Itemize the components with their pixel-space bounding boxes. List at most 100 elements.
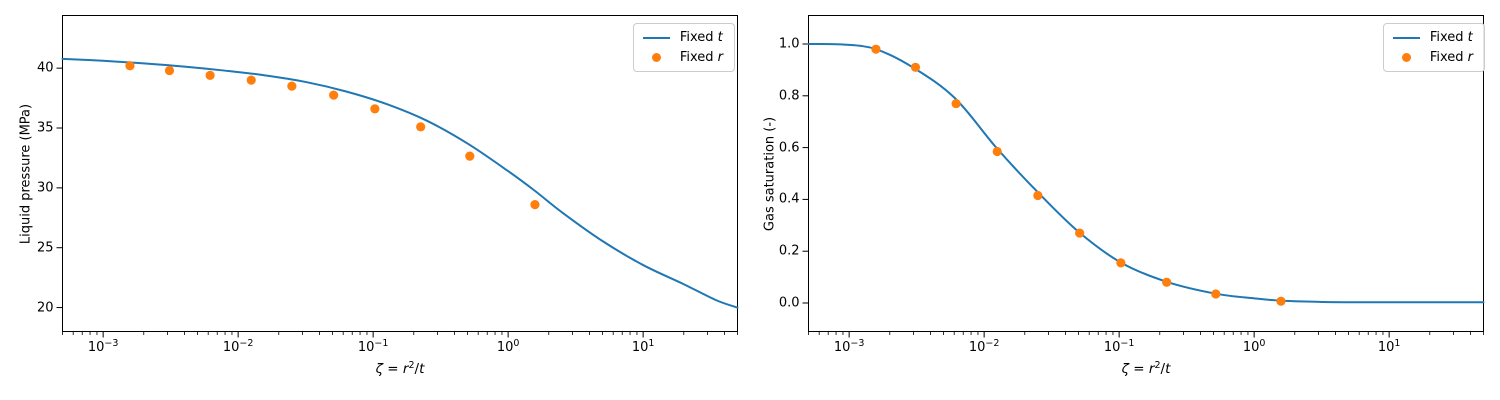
x-axis-label-part-rvar: r xyxy=(402,360,409,377)
x-axis-label-part-tvar: t xyxy=(419,360,425,377)
y-tick-label: 30 xyxy=(36,180,54,196)
x-tick-exponent: −1 xyxy=(1120,337,1135,349)
x-tick-exponent: −2 xyxy=(239,337,254,349)
x-tick-base: 10 xyxy=(631,339,649,355)
x-tick-label: 100 xyxy=(496,337,520,355)
x-tick-label: 10−3 xyxy=(833,337,865,355)
x-tick-label: 10−2 xyxy=(968,337,1000,355)
x-tick-base: 10 xyxy=(357,339,375,355)
y-tick-label: 35 xyxy=(36,120,54,136)
x-tick-label: 10−2 xyxy=(222,337,254,355)
scatter-point-fixed-r xyxy=(370,104,380,114)
scatter-point-fixed-r xyxy=(125,61,135,71)
legend-label: Fixed r xyxy=(680,51,723,64)
legend-entry-fixed-r: Fixed r xyxy=(1393,51,1473,64)
x-axis-label-part-eq: = xyxy=(1128,360,1149,377)
x-axis-label-part-zeta: ζ xyxy=(1121,360,1129,377)
x-tick-label: 10−3 xyxy=(87,337,119,355)
axes-frame xyxy=(808,15,1484,332)
y-axis-label: Gas saturation (-) xyxy=(762,116,778,231)
x-axis-label-part-rvar: r xyxy=(1148,360,1155,377)
legend-label-prefix: Fixed xyxy=(1429,50,1468,65)
y-axis-label: Liquid pressure (MPa) xyxy=(18,103,34,244)
scatter-point-fixed-r xyxy=(910,62,921,72)
plot-canvas xyxy=(802,15,1485,338)
legend-line-swatch xyxy=(642,36,670,39)
x-axis-label-part-slash: / xyxy=(414,360,420,377)
y-tick-label: 20 xyxy=(36,300,54,316)
scatter-point-fixed-r xyxy=(329,90,339,100)
legend-label-var: t xyxy=(1467,30,1473,45)
x-tick-exponent: −2 xyxy=(985,337,1000,349)
legend-line-swatch xyxy=(1392,36,1420,39)
x-tick-label: 10−1 xyxy=(1103,337,1135,355)
scatter-point-fixed-r xyxy=(246,75,256,85)
legend: Fixed t Fixed r xyxy=(632,23,735,72)
x-tick-base: 10 xyxy=(496,339,514,355)
x-tick-label: 101 xyxy=(1378,337,1401,353)
x-tick-exponent: 0 xyxy=(513,337,520,349)
y-tick-label: 25 xyxy=(36,240,54,256)
x-axis-label-part-tvar: t xyxy=(1165,360,1171,377)
x-axis-label-part-zeta: ζ xyxy=(375,360,383,377)
x-tick-exponent: 1 xyxy=(1394,337,1401,349)
plot-canvas xyxy=(56,15,739,338)
x-tick-base: 10 xyxy=(1103,339,1121,355)
x-tick-base: 10 xyxy=(968,339,986,355)
legend-label-var: t xyxy=(717,30,723,45)
legend-entry-fixed-t: Fixed t xyxy=(642,31,723,44)
legend-label-var: r xyxy=(717,50,723,65)
x-tick-exponent: −3 xyxy=(104,337,119,349)
x-tick-base: 10 xyxy=(833,339,851,355)
x-tick-base: 10 xyxy=(87,339,105,355)
panel-gas-saturation: 10−3 10−2 10−1 100 101 0.0 0.2 0.4 0.6 0.8 1.0 Gas … xyxy=(750,0,1500,400)
legend-label-prefix: Fixed xyxy=(679,50,718,65)
scatter-point-fixed-r xyxy=(1033,190,1043,201)
x-axis-label: ζ = r2/t xyxy=(1121,359,1171,377)
x-axis-label-part-rexp: 2 xyxy=(408,359,415,371)
x-tick-exponent: −1 xyxy=(374,337,389,349)
x-tick-label: 101 xyxy=(631,337,655,355)
y-tick-label: 0.4 xyxy=(778,191,800,207)
scatter-point-fixed-r xyxy=(416,122,426,132)
y-tick-label: 0.6 xyxy=(778,140,800,156)
x-tick-exponent: 0 xyxy=(1259,337,1266,349)
legend-dot-swatch xyxy=(1393,53,1420,62)
y-tick-label: 40 xyxy=(36,60,54,76)
x-axis-label-part-eq: = xyxy=(382,360,403,377)
x-tick-label: 100 xyxy=(1242,337,1266,355)
scatter-point-fixed-r xyxy=(205,70,215,80)
legend-label: Fixed r xyxy=(1430,51,1473,64)
scatter-point-fixed-r xyxy=(1116,258,1126,268)
legend-label: Fixed t xyxy=(1430,31,1473,44)
x-tick-base: 10 xyxy=(1242,339,1260,355)
scatter-point-fixed-r xyxy=(1162,277,1172,287)
scatter-point-fixed-r xyxy=(465,151,475,161)
scatter-point-fixed-r xyxy=(164,65,175,76)
scatter-point-fixed-r xyxy=(530,200,540,210)
y-tick-label: 0.2 xyxy=(778,243,800,259)
dot-marker-icon xyxy=(1401,53,1411,62)
legend-label: Fixed t xyxy=(680,31,723,44)
y-tick-label: 0.8 xyxy=(778,88,800,104)
x-tick-base: 10 xyxy=(222,339,240,355)
scatter-point-fixed-r xyxy=(871,44,881,54)
x-tick-exponent: −3 xyxy=(850,337,865,349)
line-series-fixed-t xyxy=(807,42,1485,304)
x-axis-label-part-rexp: 2 xyxy=(1154,359,1161,371)
x-tick-label: 10−1 xyxy=(357,337,389,355)
scatter-point-fixed-r xyxy=(1211,289,1221,299)
legend-label-prefix: Fixed xyxy=(679,30,718,45)
legend-entry-fixed-r: Fixed r xyxy=(643,51,723,64)
scatter-point-fixed-r xyxy=(1075,228,1085,238)
dot-marker-icon xyxy=(651,53,661,62)
legend-dot-swatch xyxy=(643,53,670,62)
y-tick-label: 1.0 xyxy=(778,36,800,52)
y-tick-label: 0.0 xyxy=(778,295,800,311)
panel-liquid-pressure: 10−3 10−2 10−1 100 101 20 25 30 35 40 Liquid press… xyxy=(18,15,739,377)
axes-frame xyxy=(62,15,738,332)
x-tick-exponent: 1 xyxy=(648,337,655,349)
scatter-point-fixed-r xyxy=(992,146,1002,157)
scatter-point-fixed-r xyxy=(1276,296,1286,306)
